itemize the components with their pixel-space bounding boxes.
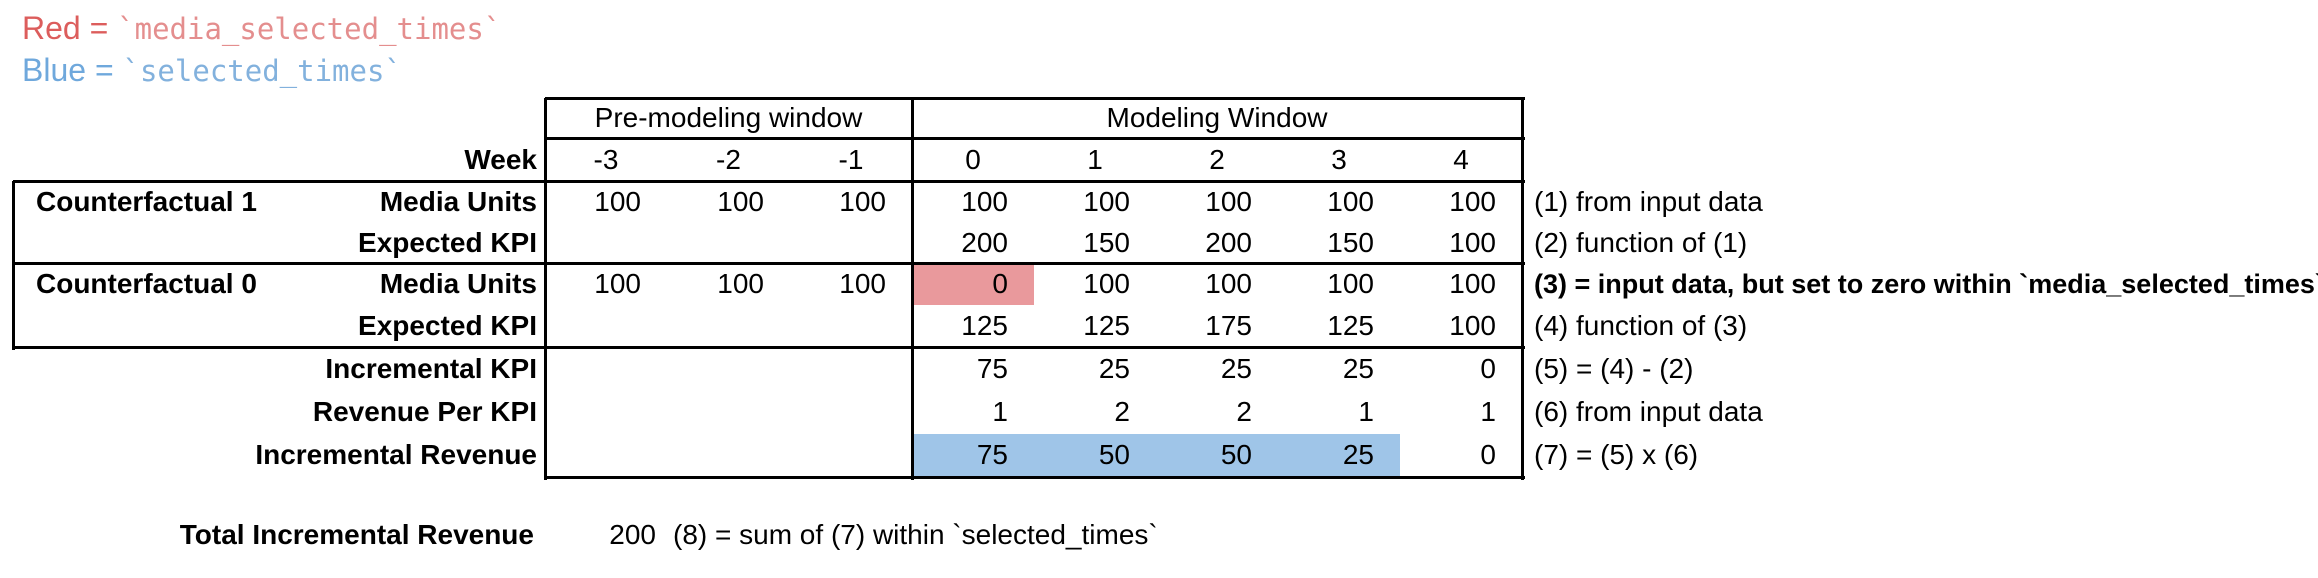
table-cell: 100: [1327, 268, 1374, 299]
highlight-blue-cell: [1034, 434, 1156, 477]
table-cell: 1: [1358, 396, 1374, 427]
table-cell: 0: [1480, 439, 1496, 470]
h-border-1: [545, 137, 1525, 140]
h-border-5: [545, 476, 1525, 479]
table-cell: 200: [961, 227, 1008, 258]
row-annotation-1: (1) from input data: [1534, 186, 1763, 217]
legend-blue: Blue = `selected_times`: [22, 50, 402, 91]
highlight-blue-cell: [1156, 434, 1278, 477]
table-cell: 100: [1205, 268, 1252, 299]
v-border-2: [911, 98, 914, 480]
week-header-2: 2: [1209, 144, 1225, 175]
table-cell: 100: [1327, 186, 1374, 217]
row-label-incremental-kpi: Incremental KPI: [325, 353, 537, 384]
row-label-revenue-per-kpi: Revenue Per KPI: [312, 396, 537, 427]
row-annotation-4: (4) function of (3): [1534, 310, 1748, 341]
row-label-expected-kpi: Expected KPI: [358, 227, 537, 258]
table-cell: 100: [1083, 268, 1130, 299]
table-cell: 100: [717, 186, 764, 217]
table-cell: 50: [1220, 439, 1252, 470]
table-cell: 75: [976, 439, 1008, 470]
table-cell: 125: [1083, 310, 1130, 341]
table-cell: 25: [1220, 353, 1252, 384]
group-label-counterfactual-1: Counterfactual 1: [36, 186, 257, 217]
table-cell: 0: [1480, 353, 1496, 384]
row-annotation-5: (5) = (4) - (2): [1534, 353, 1694, 384]
week-header-0: 0: [965, 144, 981, 175]
row-annotation-2: (2) function of (1): [1534, 227, 1748, 258]
table-cell: 25: [1342, 353, 1374, 384]
highlight-blue-cell: [1278, 434, 1400, 477]
v-border-3: [1521, 98, 1524, 480]
week-header-3: 3: [1331, 144, 1347, 175]
table-cell: 1: [1480, 396, 1496, 427]
table-cell: 75: [976, 353, 1008, 384]
h-border-4: [13, 346, 1525, 349]
row-label-incremental-revenue: Incremental Revenue: [255, 439, 537, 470]
total-label: Total Incremental Revenue: [179, 519, 534, 550]
highlight-blue-cell: [912, 434, 1034, 477]
week-header--2: -2: [716, 144, 741, 175]
legend-blue-label: Blue =: [22, 52, 123, 88]
week-header-4: 4: [1453, 144, 1469, 175]
week-header-1: 1: [1087, 144, 1103, 175]
table-cell: 100: [594, 186, 641, 217]
table-cell: 100: [961, 186, 1008, 217]
table-cell: 125: [961, 310, 1008, 341]
table-cell: 200: [1205, 227, 1252, 258]
legend-blue-code: `selected_times`: [122, 54, 402, 88]
group-label-counterfactual-0: Counterfactual 0: [36, 268, 257, 299]
row-label-expected-kpi: Expected KPI: [358, 310, 537, 341]
row-label-media-units: Media Units: [379, 186, 537, 217]
row-annotation-6: (6) from input data: [1534, 396, 1763, 427]
table-cell: 50: [1098, 439, 1130, 470]
table-cell: 150: [1083, 227, 1130, 258]
table-cell: 150: [1327, 227, 1374, 258]
total-value: 200: [609, 519, 656, 550]
total-annotation: (8) = sum of (7) within `selected_times`: [673, 519, 1158, 550]
table-cell: 0: [992, 268, 1008, 299]
table-cell: 2: [1236, 396, 1252, 427]
table-cell: 100: [717, 268, 764, 299]
table-cell: 100: [1449, 268, 1496, 299]
highlight-red-cell: [912, 264, 1034, 305]
week-row-label: Week: [464, 144, 537, 175]
table-cell: 100: [594, 268, 641, 299]
table-cell: 175: [1205, 310, 1252, 341]
row-annotation-3: (3) = input data, but set to zero within…: [1534, 269, 2318, 299]
header-premodeling-window: Pre-modeling window: [594, 102, 863, 133]
table-cell: 100: [1449, 310, 1496, 341]
table-cell: 100: [1449, 227, 1496, 258]
v-border-0: [12, 181, 15, 350]
week-header--3: -3: [593, 144, 619, 175]
table-cell: 125: [1327, 310, 1374, 341]
table-cell: 100: [839, 186, 886, 217]
row-annotation-7: (7) = (5) x (6): [1534, 439, 1699, 470]
legend-red-code: `media_selected_times`: [117, 12, 502, 46]
table-cell: 100: [1449, 186, 1496, 217]
h-border-2: [13, 180, 1525, 183]
table-cell: 100: [839, 268, 886, 299]
h-border-3: [13, 262, 1525, 265]
week-header--1: -1: [838, 144, 864, 175]
legend-red: Red = `media_selected_times`: [22, 8, 501, 49]
legend-red-label: Red =: [22, 10, 118, 46]
table-cell: 100: [1205, 186, 1252, 217]
v-border-1: [544, 98, 547, 480]
h-border-0: [545, 97, 1525, 100]
table-cell: 2: [1114, 396, 1130, 427]
table-cell: 25: [1098, 353, 1130, 384]
table-cell: 25: [1342, 439, 1374, 470]
row-label-media-units: Media Units: [379, 268, 537, 299]
header-modeling-window: Modeling Window: [1106, 102, 1328, 133]
table-cell: 1: [992, 396, 1008, 427]
table-cell: 100: [1083, 186, 1130, 217]
